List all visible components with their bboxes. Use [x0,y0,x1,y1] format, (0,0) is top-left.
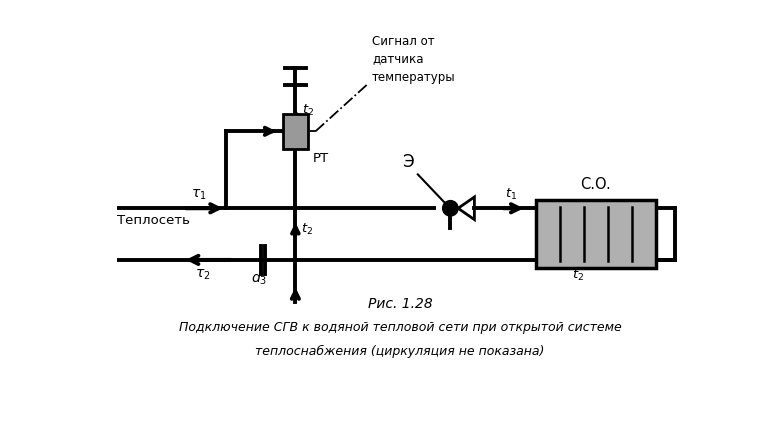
Text: Э: Э [402,153,414,171]
Text: PT: PT [313,153,328,165]
Text: теплоснабжения (циркуляция не показана): теплоснабжения (циркуляция не показана) [255,345,545,358]
Text: $\tau_1$: $\tau_1$ [191,188,206,202]
Text: $\boldsymbol{d_3}$: $\boldsymbol{d_3}$ [251,269,267,286]
Text: Подключение СГВ к водяной тепловой сети при открытой системе: Подключение СГВ к водяной тепловой сети … [178,322,622,334]
Text: C.O.: C.O. [580,177,611,192]
Text: $t_2$: $t_2$ [572,268,584,283]
Circle shape [443,201,458,216]
Text: $t_2$: $t_2$ [301,222,313,237]
Text: $t_2$: $t_2$ [302,103,314,118]
Text: $\tau_2$: $\tau_2$ [195,268,210,282]
Bar [536,200,656,268]
Text: Сигнал от
датчика
температуры: Сигнал от датчика температуры [372,34,456,83]
Text: $t_1$: $t_1$ [504,187,517,202]
Text: Теплосеть: Теплосеть [117,215,190,227]
Text: Рис. 1.28: Рис. 1.28 [368,297,432,311]
Bar [283,114,308,149]
